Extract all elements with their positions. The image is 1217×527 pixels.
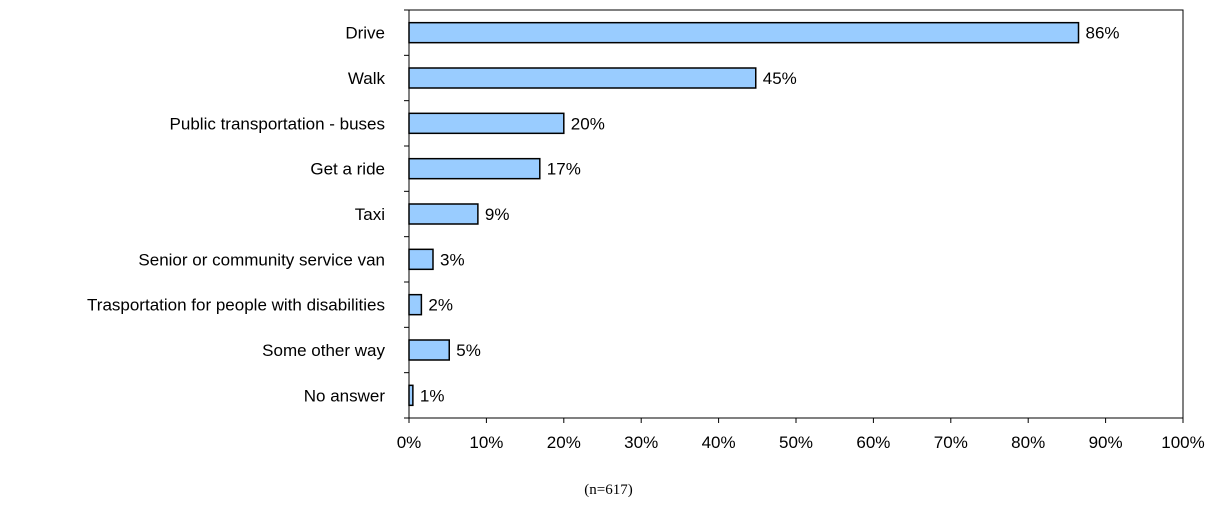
x-tick-label: 80% [1011, 433, 1045, 452]
category-label: Get a ride [310, 160, 385, 179]
category-label: Some other way [262, 341, 385, 360]
data-label: 3% [440, 250, 465, 269]
data-label: 2% [428, 296, 453, 315]
bar [408, 203, 479, 225]
x-tick-label: 90% [1089, 433, 1123, 452]
data-label: 17% [547, 160, 581, 179]
x-tick-label: 70% [934, 433, 968, 452]
x-tick-label: 40% [702, 433, 736, 452]
category-label: Public transportation - buses [170, 114, 385, 133]
data-label: 5% [456, 341, 481, 360]
x-tick-label: 0% [397, 433, 422, 452]
category-label: Trasportation for people with disabiliti… [87, 296, 385, 315]
bar [408, 67, 757, 89]
bar [408, 112, 565, 135]
bar [408, 248, 434, 271]
bar [408, 339, 450, 361]
bar [408, 21, 1080, 44]
bar [408, 384, 414, 407]
x-tick-label: 10% [469, 433, 503, 452]
y-axis: Drive Walk Public transportation - buses Ge… [87, 9, 409, 419]
data-label: 45% [763, 69, 797, 88]
category-label: Drive [345, 24, 385, 43]
bar [408, 157, 541, 180]
data-label: 1% [420, 386, 445, 405]
data-label: 20% [571, 114, 605, 133]
x-axis: 0% 10% 20% 30% 40% 50% 60% 70% 80% 90% 100% [397, 418, 1205, 452]
x-tick-label: 60% [856, 433, 890, 452]
category-label: Walk [348, 69, 386, 88]
x-tick-label: 100% [1161, 433, 1204, 452]
category-label: No answer [304, 386, 386, 405]
x-tick-label: 20% [547, 433, 581, 452]
sample-size-note: (n=617) [584, 482, 633, 498]
category-label: Taxi [355, 205, 385, 224]
x-tick-label: 50% [779, 433, 813, 452]
bar [408, 293, 423, 316]
category-label: Senior or community service van [138, 250, 385, 269]
data-label: 86% [1086, 24, 1120, 43]
x-tick-label: 30% [624, 433, 658, 452]
data-label: 9% [485, 205, 510, 224]
bars: 86% 45% 20% 17% 9% 3% 2% 5% 1% [408, 21, 1120, 407]
